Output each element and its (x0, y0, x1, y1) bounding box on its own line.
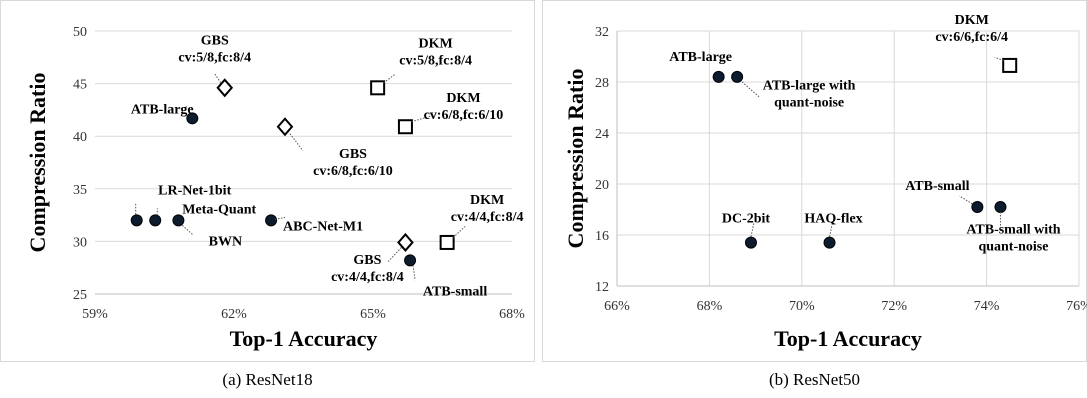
x-axis-title: Top-1 Accuracy (230, 326, 378, 351)
x-tick-label: 59% (82, 307, 108, 322)
chart-resnet18: 25 30 35 40 45 50 59% 62% 65% 68% Top-1 Accuracy Co… (25, 25, 525, 351)
x-tick-label: 62% (221, 307, 247, 322)
point-label: BWN (209, 234, 242, 249)
label-leader-line (387, 247, 402, 263)
point-label: cv:6/8,fc:6/10 (313, 164, 393, 179)
chart-panel-resnet50: 12 16 20 24 28 32 66% 68% 70% 72% 74% 76% Top-1 Accu… (542, 0, 1087, 362)
point-label: cv:5/8,fc:8/4 (399, 53, 472, 68)
point-marker (1002, 57, 1018, 73)
point-marker (744, 236, 757, 249)
label-leader-line (412, 265, 416, 281)
chart-resnet50: 12 16 20 24 28 32 66% 68% 70% 72% 74% 76% Top-1 Accu… (563, 13, 1087, 351)
y-tick-label: 20 (595, 178, 609, 193)
point-label: ATB-small (905, 179, 969, 194)
point-marker (712, 70, 725, 83)
point-marker (397, 232, 414, 252)
y-tick-label: 12 (595, 280, 609, 295)
x-tick-label: 68% (499, 307, 525, 322)
y-tick-label: 35 (73, 183, 87, 198)
x-axis-title: Top-1 Accuracy (774, 326, 922, 351)
point-label: quant-noise (978, 239, 1048, 254)
point-label: DKM (446, 91, 480, 106)
x-tick-label: 65% (360, 307, 386, 322)
point-label: GBS (353, 253, 381, 268)
point-marker (404, 254, 417, 267)
point-label: ABC-Net-M1 (283, 219, 363, 234)
x-tick-label: 72% (881, 299, 907, 314)
point-label: GBS (339, 147, 367, 162)
point-label: DKM (470, 193, 504, 208)
label-leader-line (289, 133, 304, 152)
point-label: cv:5/8,fc:8/4 (178, 50, 251, 65)
label-leader-line (214, 73, 222, 84)
point-marker (439, 234, 455, 250)
point-label: Meta-Quant (182, 202, 256, 217)
label-leader-line (411, 114, 436, 123)
x-tick-label: 68% (697, 299, 723, 314)
y-axis-title: Compression Ratio (563, 69, 588, 249)
point-label: ATB-small with (966, 222, 1060, 237)
point-label: DC-2bit (722, 212, 771, 227)
point-label: ATB-small (423, 284, 487, 299)
caption-resnet50: (b) ResNet50 (768, 370, 861, 389)
point-label: ATB-large (131, 102, 194, 117)
point-marker (149, 214, 162, 227)
y-tick-label: 40 (73, 130, 87, 145)
y-tick-label: 30 (73, 235, 87, 250)
point-marker (823, 236, 836, 249)
point-label: DKM (955, 13, 989, 28)
y-axis-title: Compression Ratio (25, 73, 50, 253)
point-marker (731, 70, 744, 83)
point-label: cv:6/6,fc:6/4 (935, 30, 1008, 45)
chart-panel-resnet18: 25 30 35 40 45 50 59% 62% 65% 68% Top-1 Accuracy Co… (0, 0, 535, 362)
y-tick-label: 25 (73, 288, 87, 303)
y-tick-label: 45 (73, 78, 87, 93)
point-marker (186, 112, 199, 125)
label-leader-line (959, 195, 973, 205)
point-marker (994, 200, 1007, 213)
point-marker (370, 80, 386, 96)
label-leader-line (182, 224, 193, 235)
x-tick-label: 70% (789, 299, 815, 314)
point-label: GBS (201, 33, 229, 48)
y-tick-label: 28 (595, 76, 609, 91)
point-marker (276, 117, 294, 137)
y-tick-label: 32 (595, 25, 609, 40)
point-label: cv:6/8,fc:6/10 (424, 108, 504, 123)
label-leader-line (750, 222, 755, 237)
point-label: quant-noise (774, 95, 844, 110)
point-marker (971, 200, 984, 213)
x-tick-label: 66% (604, 299, 630, 314)
point-label: LR-Net-1bit (158, 183, 231, 198)
point-label: HAQ-flex (804, 212, 862, 227)
label-leader-line (452, 226, 466, 238)
y-tick-label: 16 (595, 229, 609, 244)
point-marker (172, 214, 185, 227)
x-tick-label: 76% (1066, 299, 1087, 314)
point-label: cv:4/4,fc:8/4 (331, 270, 404, 285)
y-tick-label: 24 (595, 127, 609, 142)
point-label: DKM (419, 36, 453, 51)
point-marker (397, 119, 413, 135)
point-marker (216, 78, 234, 98)
point-label: ATB-large with (763, 78, 856, 93)
point-marker (265, 214, 278, 227)
label-leader-line (383, 73, 396, 84)
point-marker (130, 214, 143, 227)
label-leader-line (829, 222, 834, 237)
label-leader-line (741, 81, 760, 98)
point-label: ATB-large (669, 50, 732, 65)
caption-resnet18: (a) ResNet18 (222, 370, 313, 389)
x-tick-label: 74% (974, 299, 1000, 314)
point-label: cv:4/4,fc:8/4 (451, 210, 524, 225)
y-tick-label: 50 (73, 25, 87, 40)
